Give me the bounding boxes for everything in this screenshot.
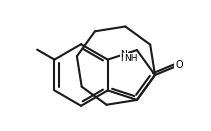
Text: N: N — [120, 50, 127, 59]
Text: N: N — [120, 50, 127, 59]
Text: NH: NH — [124, 54, 137, 63]
Text: N: N — [120, 54, 127, 63]
Text: O: O — [175, 60, 183, 70]
